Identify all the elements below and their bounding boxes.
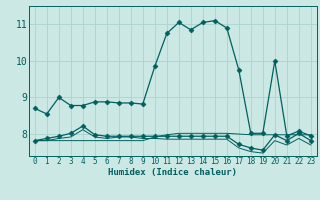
X-axis label: Humidex (Indice chaleur): Humidex (Indice chaleur): [108, 168, 237, 177]
